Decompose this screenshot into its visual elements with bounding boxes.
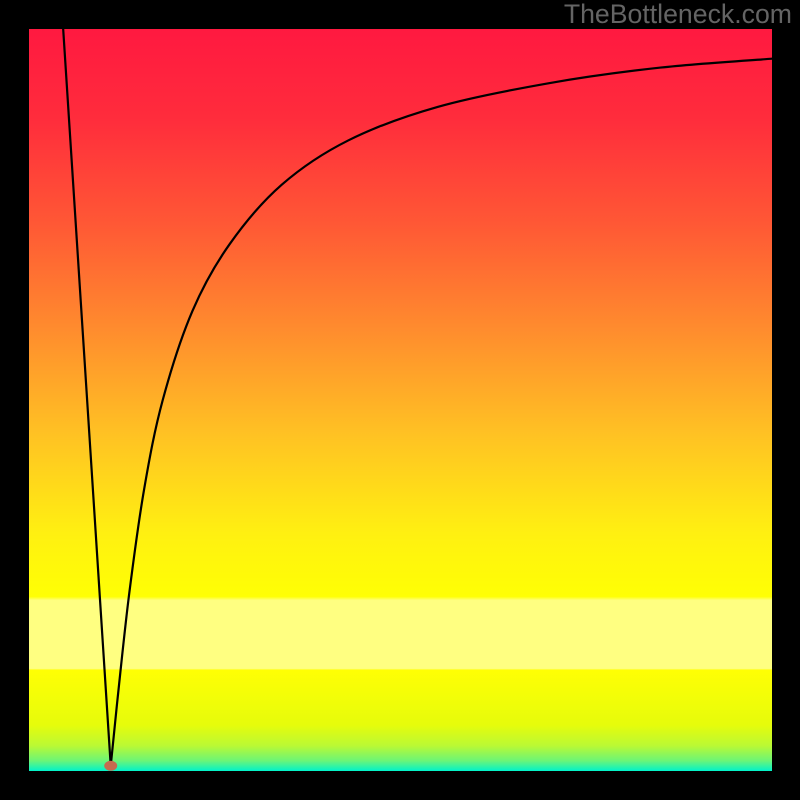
chart-root: TheBottleneck.com — [0, 0, 800, 800]
curve-minimum-marker — [104, 761, 117, 771]
source-watermark: TheBottleneck.com — [564, 0, 792, 29]
gradient-background — [29, 29, 772, 771]
bottleneck-curve-chart: TheBottleneck.com — [0, 0, 800, 800]
